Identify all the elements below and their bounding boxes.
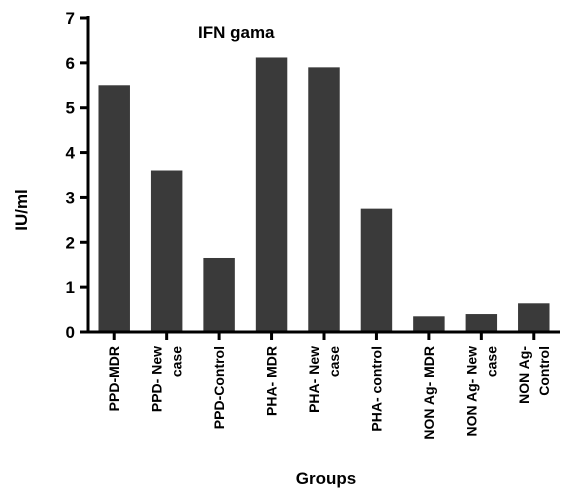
x-axis-label: Groups <box>296 469 356 488</box>
y-tick-label: 0 <box>66 323 75 342</box>
y-tick-label: 6 <box>66 54 75 73</box>
x-tick-label-line: PHA- MDR <box>264 346 280 416</box>
x-tick-label-line: PPD-MDR <box>106 346 122 411</box>
y-tick-label: 7 <box>66 9 75 28</box>
bars-group <box>98 57 550 333</box>
y-tick-label: 1 <box>66 278 75 297</box>
x-tick-label-line: case <box>483 346 499 377</box>
y-tick-label: 2 <box>66 233 75 252</box>
x-tick-label: NON Ag- Control <box>516 346 552 404</box>
x-tick-label-line: NON Ag- New <box>463 346 479 437</box>
x-tick-label: PPD- New case <box>149 346 185 412</box>
x-tick-label-line: PHA- control <box>368 346 384 432</box>
x-tick-label-line: NON Ag- MDR <box>421 346 437 440</box>
x-tick-label: PHA- MDR <box>264 346 280 416</box>
y-ticks-group: 0 1 2 3 4 5 6 7 <box>66 9 88 342</box>
x-tick-label-line: PPD-Control <box>211 346 227 429</box>
x-tick-label: PHA- New case <box>306 346 342 413</box>
x-tick-label-line: PPD- New <box>149 346 165 412</box>
x-tick-label: PPD-Control <box>211 346 227 429</box>
bar <box>413 316 445 332</box>
chart-title: IFN gama <box>198 23 275 42</box>
x-tick-label: PPD-MDR <box>106 346 122 411</box>
bar <box>203 257 235 332</box>
x-tick-label: NON Ag- New case <box>463 346 499 437</box>
bar <box>98 85 130 333</box>
x-tick-label-line: case <box>326 346 342 377</box>
bar <box>255 57 288 333</box>
y-tick-label: 4 <box>66 144 76 163</box>
bar <box>465 314 498 332</box>
x-tick-label: PHA- control <box>368 346 384 432</box>
x-tick-label: NON Ag- MDR <box>421 346 437 440</box>
x-tick-label-line: NON Ag- <box>516 346 532 404</box>
bar <box>150 170 183 332</box>
x-ticks-group: PPD-MDR PPD- New case PPD-Control PHA- MDR PH… <box>106 332 552 440</box>
x-tick-label-line: case <box>169 346 185 377</box>
x-tick-label-line: PHA- New <box>306 346 322 413</box>
y-axis-label: IU/ml <box>12 189 31 231</box>
bar <box>360 208 393 332</box>
x-tick-label-line: Control <box>536 346 552 396</box>
bar <box>308 67 340 332</box>
y-tick-label: 5 <box>66 99 75 118</box>
bar <box>518 303 550 332</box>
y-tick-label: 3 <box>66 188 75 207</box>
